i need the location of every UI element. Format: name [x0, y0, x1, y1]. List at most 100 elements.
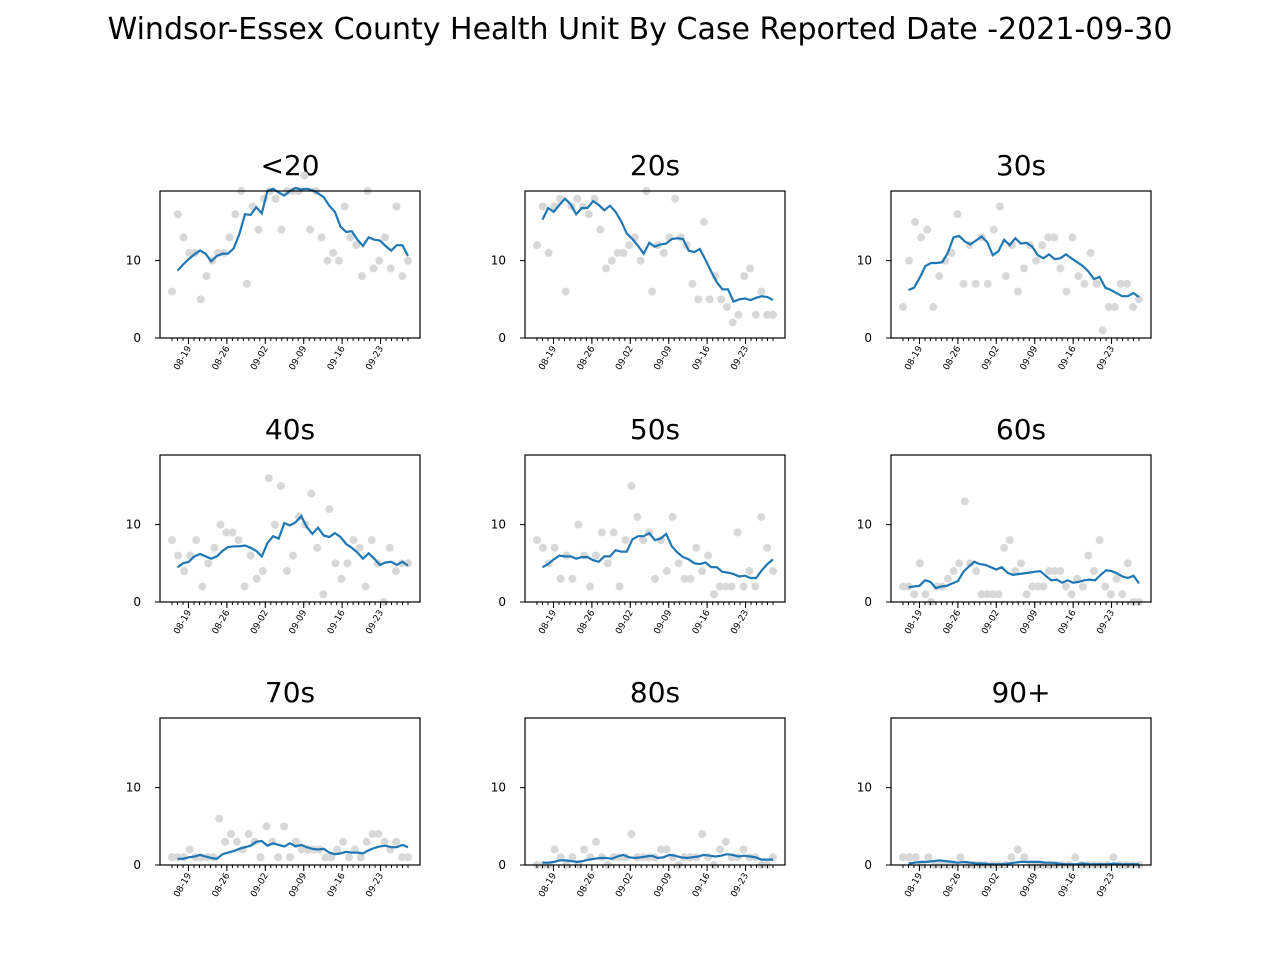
- data-point: [621, 536, 630, 545]
- data-point: [929, 303, 938, 312]
- x-tick-label: 09-16: [326, 608, 348, 636]
- data-point: [739, 582, 748, 591]
- data-point: [905, 853, 914, 862]
- data-point: [1135, 295, 1143, 304]
- data-point: [757, 287, 766, 296]
- x-tick-label: 08-19: [537, 608, 559, 636]
- data-point: [688, 279, 697, 288]
- y-tick-label: 10: [491, 518, 506, 532]
- plot-frame: [890, 454, 1152, 603]
- data-point: [580, 845, 589, 854]
- data-point: [932, 582, 941, 591]
- y-tick-label: 10: [857, 518, 872, 532]
- data-point: [262, 822, 271, 831]
- x-tick-label: 08-19: [172, 344, 194, 372]
- data-point: [327, 853, 336, 862]
- data-point: [995, 202, 1004, 211]
- data-point: [1007, 853, 1016, 862]
- data-point: [668, 512, 677, 521]
- x-tick-label: 09-23: [364, 345, 386, 373]
- data-point: [404, 256, 412, 265]
- data-point: [1106, 590, 1115, 599]
- data-point: [397, 559, 406, 568]
- data-point: [313, 543, 322, 552]
- data-point: [168, 287, 176, 296]
- trend-line: [541, 197, 774, 304]
- data-point: [905, 256, 914, 265]
- data-point: [659, 248, 668, 257]
- data-point: [633, 512, 642, 521]
- data-point: [698, 830, 707, 839]
- data-point: [1067, 590, 1076, 599]
- data-point: [533, 241, 541, 250]
- data-point: [1007, 241, 1016, 250]
- x-tick-label: 08-19: [903, 344, 925, 372]
- x-tick-label: 09-23: [729, 872, 751, 900]
- data-point: [556, 574, 565, 583]
- data-point: [686, 574, 695, 583]
- x-tick-label: 09-23: [729, 609, 751, 637]
- data-point: [1050, 567, 1059, 576]
- data-point: [899, 582, 907, 591]
- x-tick-label: 09-09: [1019, 871, 1041, 899]
- data-point: [574, 520, 583, 529]
- data-point: [282, 567, 291, 576]
- data-point: [334, 256, 343, 265]
- data-point: [329, 248, 338, 257]
- data-point: [246, 551, 255, 560]
- data-point: [561, 287, 570, 296]
- data-point: [343, 559, 352, 568]
- data-point: [917, 233, 926, 242]
- data-point: [180, 567, 189, 576]
- figure-title: Windsor-Essex County Health Unit By Case…: [107, 12, 1173, 47]
- data-point: [899, 303, 907, 312]
- data-point: [699, 217, 708, 226]
- data-point: [215, 814, 224, 823]
- x-tick-label: 09-09: [1019, 608, 1041, 636]
- data-point: [380, 233, 389, 242]
- data-point: [385, 543, 394, 552]
- data-point: [698, 567, 707, 576]
- plot-frame: [159, 454, 421, 603]
- data-point: [704, 551, 713, 560]
- subplot-7: 80s 0 10 08-19 08-26 09-02 09-09 09-16 09-23: [491, 676, 786, 900]
- data-point: [367, 536, 376, 545]
- data-point: [977, 590, 986, 599]
- data-point: [1112, 574, 1121, 583]
- data-point: [911, 853, 920, 862]
- data-point: [398, 272, 407, 281]
- data-point: [306, 225, 315, 234]
- x-tick-label: 09-16: [691, 344, 713, 372]
- data-point: [728, 318, 737, 327]
- data-point: [375, 256, 384, 265]
- y-tick-label: 10: [491, 781, 506, 795]
- data-point: [639, 536, 648, 545]
- data-point: [286, 853, 294, 862]
- data-point: [340, 202, 349, 211]
- y-tick-label: 10: [126, 518, 141, 532]
- data-point: [550, 845, 559, 854]
- data-point: [924, 853, 933, 862]
- subplot-title: <20: [260, 149, 319, 182]
- subplot-6: 70s 0 10 08-19 08-26 09-02 09-09 09-16 09-23: [126, 676, 421, 899]
- data-point: [1116, 279, 1125, 288]
- data-point: [745, 264, 754, 273]
- data-point: [627, 481, 636, 490]
- data-point: [356, 853, 365, 862]
- data-point: [369, 264, 378, 273]
- data-point: [769, 310, 777, 319]
- data-point: [603, 559, 612, 568]
- y-tick-label: 10: [857, 254, 872, 268]
- data-point: [317, 233, 326, 242]
- subplot-title: 30s: [996, 149, 1046, 182]
- data-point: [270, 520, 279, 529]
- data-point: [392, 837, 401, 846]
- x-tick-label: 09-16: [691, 871, 713, 899]
- data-point: [404, 853, 412, 862]
- data-point: [337, 574, 346, 583]
- data-point: [345, 853, 353, 862]
- data-point: [274, 853, 283, 862]
- data-point: [1086, 248, 1095, 257]
- data-point: [391, 567, 400, 576]
